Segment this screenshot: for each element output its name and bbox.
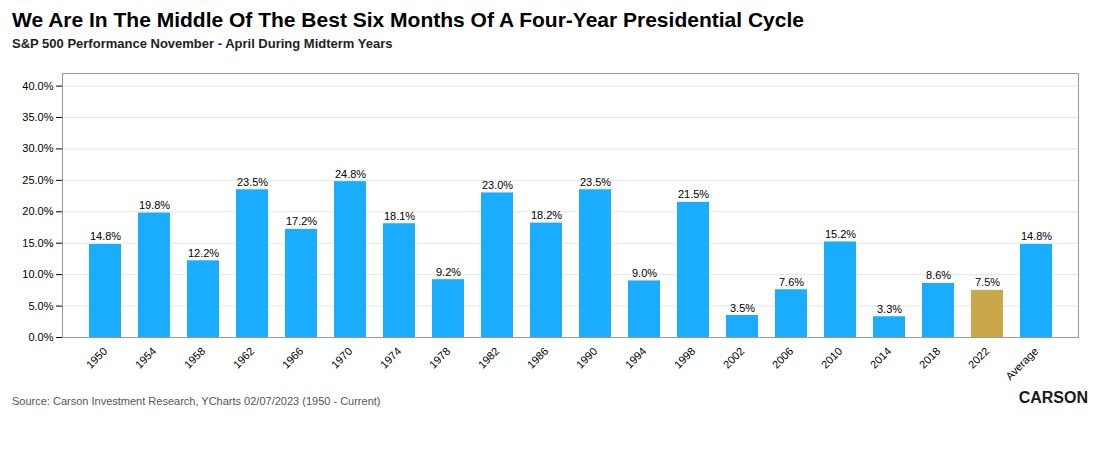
svg-text:14.8%: 14.8% (1021, 230, 1052, 242)
svg-text:15.0%: 15.0% (22, 237, 53, 249)
svg-text:2018: 2018 (917, 345, 943, 371)
html-text:S&P 500 Performance November -: S&P 500 Performance November - April Dur… (12, 36, 393, 51)
svg-text:1958: 1958 (182, 345, 208, 371)
svg-text:1978: 1978 (427, 345, 453, 371)
svg-text:2014: 2014 (868, 345, 894, 371)
svg-text:3.5%: 3.5% (730, 302, 755, 314)
svg-text:7.6%: 7.6% (779, 276, 804, 288)
svg-text:1950: 1950 (84, 345, 110, 371)
svg-text:30.0%: 30.0% (22, 142, 53, 154)
svg-text:0.0%: 0.0% (28, 331, 53, 343)
svg-text:9.2%: 9.2% (436, 266, 461, 278)
svg-text:40.0%: 40.0% (22, 80, 53, 92)
svg-text:1994: 1994 (623, 345, 649, 371)
svg-text:2022: 2022 (966, 345, 992, 371)
svg-text:Average: Average (1003, 345, 1040, 382)
svg-text:2002: 2002 (721, 345, 747, 371)
svg-text:3.3%: 3.3% (877, 303, 902, 315)
svg-text:24.8%: 24.8% (335, 168, 366, 180)
svg-text:7.5%: 7.5% (975, 276, 1000, 288)
svg-text:1970: 1970 (329, 345, 355, 371)
svg-text:1986: 1986 (525, 345, 551, 371)
svg-text:1982: 1982 (476, 345, 502, 371)
svg-text:1954: 1954 (133, 345, 159, 371)
svg-text:12.2%: 12.2% (188, 247, 219, 259)
svg-text:1962: 1962 (231, 345, 257, 371)
svg-text:35.0%: 35.0% (22, 111, 53, 123)
svg-text:17.2%: 17.2% (286, 215, 317, 227)
svg-text:9.0%: 9.0% (632, 267, 657, 279)
svg-text:14.8%: 14.8% (90, 230, 121, 242)
svg-text:1966: 1966 (280, 345, 306, 371)
svg-text:15.2%: 15.2% (825, 228, 856, 240)
svg-text:23.5%: 23.5% (580, 176, 611, 188)
svg-text:21.5%: 21.5% (678, 188, 709, 200)
html-text:CARSON: CARSON (1018, 389, 1088, 406)
svg-text:5.0%: 5.0% (28, 300, 53, 312)
svg-text:20.0%: 20.0% (22, 205, 53, 217)
svg-text:2010: 2010 (819, 345, 845, 371)
html-text:Source: Carson Investment Rese: Source: Carson Investment Research, YCha… (12, 395, 381, 407)
svg-text:25.0%: 25.0% (22, 174, 53, 186)
svg-text:8.6%: 8.6% (926, 269, 951, 281)
svg-text:1974: 1974 (378, 345, 404, 371)
svg-text:1998: 1998 (672, 345, 698, 371)
svg-text:10.0%: 10.0% (22, 268, 53, 280)
html-text:We Are In The Middle Of The Be: We Are In The Middle Of The Best Six Mon… (12, 8, 804, 31)
svg-text:23.5%: 23.5% (237, 176, 268, 188)
svg-text:2006: 2006 (770, 345, 796, 371)
svg-text:23.0%: 23.0% (482, 179, 513, 191)
svg-text:19.8%: 19.8% (139, 199, 170, 211)
svg-text:18.2%: 18.2% (531, 209, 562, 221)
svg-text:18.1%: 18.1% (384, 210, 415, 222)
svg-text:1990: 1990 (574, 345, 600, 371)
